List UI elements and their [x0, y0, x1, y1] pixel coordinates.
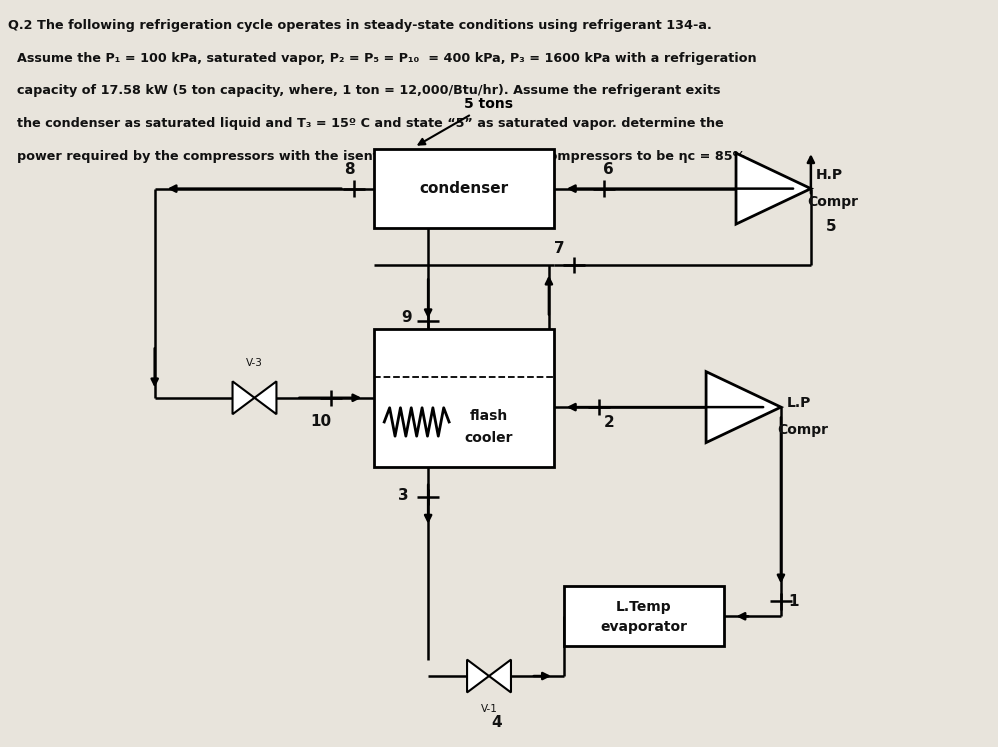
Text: condenser: condenser	[419, 181, 509, 196]
Polygon shape	[737, 153, 810, 224]
Text: V-3: V-3	[247, 358, 262, 368]
Text: Compr: Compr	[807, 195, 858, 209]
Text: H.P: H.P	[815, 168, 842, 182]
Text: Compr: Compr	[777, 423, 828, 436]
Text: 2: 2	[604, 415, 614, 430]
Text: power required by the compressors with the isentropic efficiency of the compress: power required by the compressors with t…	[8, 150, 750, 163]
Text: 5 tons: 5 tons	[418, 97, 513, 145]
Text: capacity of 17.58 kW (5 ton capacity, where, 1 ton = 12,000/Btu/hr). Assume the : capacity of 17.58 kW (5 ton capacity, wh…	[8, 84, 721, 97]
Text: 4: 4	[492, 715, 502, 730]
Text: the condenser as saturated liquid and T₃ = 15º C and state “5” as saturated vapo: the condenser as saturated liquid and T₃…	[8, 117, 724, 130]
Polygon shape	[489, 660, 511, 692]
Text: Assume the P₁ = 100 kPa, saturated vapor, P₂ = P₅ = P₁₀  = 400 kPa, P₃ = 1600 kP: Assume the P₁ = 100 kPa, saturated vapor…	[8, 52, 756, 64]
Text: cooler: cooler	[465, 432, 513, 445]
Text: Q.2 The following refrigeration cycle operates in steady-state conditions using : Q.2 The following refrigeration cycle op…	[8, 19, 712, 31]
Bar	[564, 586, 724, 646]
Polygon shape	[233, 381, 254, 414]
Text: L.P: L.P	[786, 397, 811, 410]
Text: L.Temp: L.Temp	[616, 601, 672, 614]
Polygon shape	[707, 371, 780, 442]
Text: evaporator: evaporator	[600, 621, 688, 634]
Text: 5: 5	[825, 220, 836, 235]
Text: V-1: V-1	[481, 704, 497, 714]
Text: 8: 8	[344, 162, 354, 178]
Text: 9: 9	[401, 310, 411, 325]
Polygon shape	[254, 381, 276, 414]
Text: flash: flash	[470, 409, 508, 423]
Bar	[374, 149, 554, 228]
Text: 1: 1	[788, 594, 799, 609]
Polygon shape	[467, 660, 489, 692]
Text: 7: 7	[554, 241, 564, 256]
Text: 6: 6	[604, 162, 614, 178]
Text: 3: 3	[398, 488, 408, 503]
Bar	[374, 329, 554, 467]
Text: 10: 10	[310, 414, 332, 430]
